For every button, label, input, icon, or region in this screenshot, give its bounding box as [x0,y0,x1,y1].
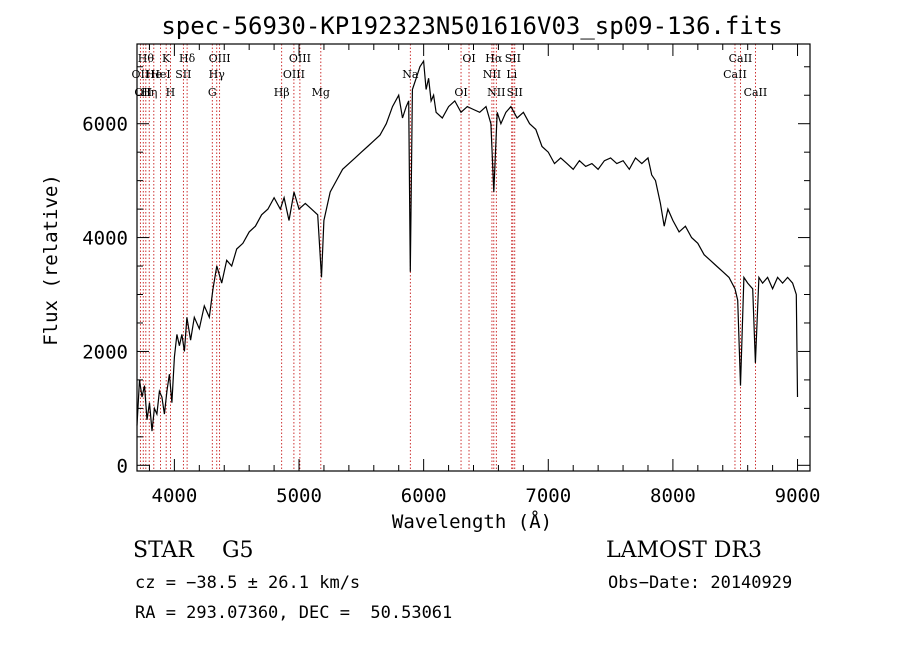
line-label: K [162,52,171,65]
line-label: G [208,86,217,99]
line-label: HeI [150,68,170,81]
chart-title: spec-56930-KP192323N501616V03_sp09-136.f… [161,12,782,40]
y-tick-label: 4000 [82,228,128,250]
y-axis: 0 2000 4000 6000 [82,66,810,477]
line-label: NII [487,86,505,99]
object-class: STAR G5 [133,538,254,563]
line-label: OI [462,52,475,65]
y-tick-label: 2000 [82,341,128,363]
x-axis: 4000 5000 6000 7000 8000 9000 [148,44,821,507]
line-label: SII [507,86,523,99]
redshift-readout: cz = −38.5 ± 26.1 km/s [135,573,361,593]
x-tick-label: 8000 [650,485,696,507]
line-label: OIII [289,52,311,65]
y-tick-label: 0 [117,455,128,477]
line-label: H [166,86,176,99]
x-tick-label: 9000 [775,485,821,507]
line-label: Li [506,68,517,81]
y-tick-label: 6000 [82,114,128,136]
observation-date: Obs−Date: 20140929 [608,573,793,593]
line-label: Na [402,68,419,81]
coordinates-readout: RA = 293.07360, DEC = 50.53061 [135,603,453,623]
line-label: CaII [723,68,747,81]
y-axis-label: Flux (relative) [40,174,62,346]
line-label: OI [454,86,467,99]
line-label: Hα [485,52,503,65]
line-label: Mg [312,86,330,99]
line-label: Hθ [138,52,155,65]
line-label: Hδ [179,52,196,65]
line-label: OII [132,68,150,81]
survey-name: LAMOST DR3 [606,538,762,563]
line-label: OIII [209,52,231,65]
line-label: SII [505,52,521,65]
x-tick-label: 7000 [525,485,571,507]
line-label: NII [483,68,501,81]
x-tick-label: 6000 [401,485,447,507]
line-label: OII [134,86,152,99]
x-tick-label: 4000 [152,485,198,507]
line-label: Hη [141,86,157,99]
spectrum-line [136,59,799,432]
line-label: He [146,68,162,81]
line-label: Hβ [274,86,290,99]
line-label: Hγ [209,68,226,81]
plot-frame [136,43,811,472]
line-markers [139,44,756,471]
line-label: CaII [729,52,753,65]
x-axis-label: Wavelength (Å) [392,510,552,533]
line-label: CaII [744,86,768,99]
line-label: OIII [283,68,305,81]
line-label: SII [175,68,191,81]
x-tick-label: 5000 [276,485,322,507]
